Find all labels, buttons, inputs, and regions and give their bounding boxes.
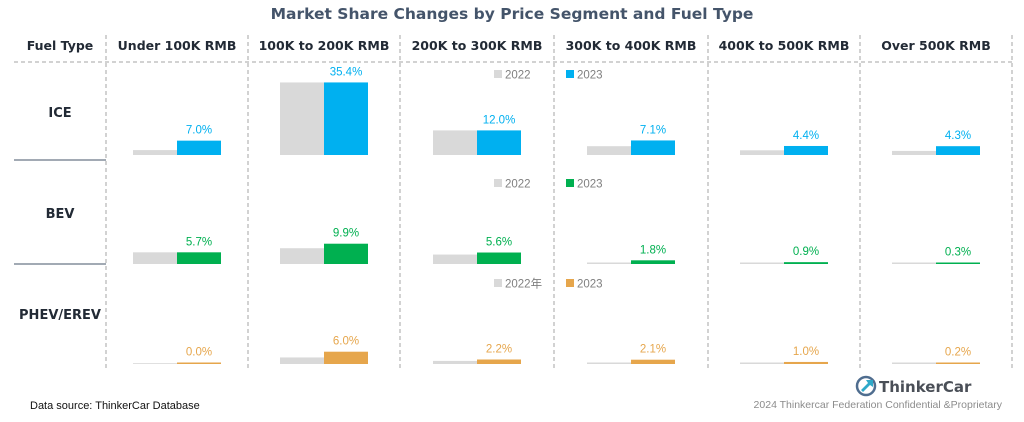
bar-2022 — [740, 262, 784, 264]
legend-label-2023: 2023 — [577, 70, 603, 82]
brand-block: ThinkerCar 2024 Thinkercar Federation Co… — [754, 375, 1003, 411]
bar-2022 — [587, 262, 631, 264]
copyright-note: 2024 Thinkercar Federation Confidential … — [754, 399, 1003, 411]
bar-2022 — [892, 362, 936, 364]
data-label-2023: 0.9% — [793, 246, 819, 258]
thinkercar-logo-icon — [855, 375, 877, 397]
data-label-2023: 12.0% — [483, 114, 516, 126]
column-headers: Fuel Type Under 100K RMB 100K to 200K RMB 2… — [27, 38, 991, 53]
brand-name: ThinkerCar — [879, 378, 972, 396]
bar-2023 — [324, 243, 368, 264]
grid-lines — [14, 35, 1013, 370]
bar-2022 — [587, 146, 631, 155]
bar-2023 — [631, 140, 675, 155]
header-segment: Under 100K RMB — [118, 38, 237, 53]
data-label-2023: 0.2% — [945, 347, 971, 359]
bar-2022 — [280, 82, 324, 155]
bar-2023 — [784, 361, 828, 364]
bar-2022 — [892, 150, 936, 155]
data-label-2023: 7.1% — [640, 124, 666, 136]
legend-label-2022: 2022 — [505, 179, 531, 191]
bar-2023 — [936, 362, 980, 364]
data-label-2023: 1.0% — [793, 346, 819, 358]
bar-2023 — [477, 252, 521, 264]
bar-2022 — [280, 357, 324, 364]
bar-2022 — [433, 360, 477, 364]
data-label-2023: 9.9% — [333, 228, 359, 240]
bar-2022 — [280, 248, 324, 264]
data-label-2023: 1.8% — [640, 244, 666, 256]
legends: 2022 2023 2022 2023 2022年 2023 — [494, 70, 603, 291]
bar-2023 — [631, 260, 675, 264]
row-label: ICE — [48, 106, 71, 121]
data-label-2023: 5.6% — [486, 237, 512, 249]
bar-2022 — [133, 363, 177, 364]
bar-2023 — [177, 362, 221, 364]
bar-2023 — [324, 82, 368, 155]
data-label-2023: 4.4% — [793, 130, 819, 142]
bar-2023 — [324, 351, 368, 364]
bar-2023 — [177, 140, 221, 155]
bar-2023 — [784, 145, 828, 155]
legend-label-2022: 2022年 — [505, 277, 542, 291]
header-segment: 300K to 400K RMB — [566, 38, 697, 53]
legend-label-2022: 2022 — [505, 70, 531, 82]
legend-label-2023: 2023 — [577, 179, 603, 191]
bar-2023 — [936, 146, 980, 155]
bar-2022 — [740, 362, 784, 364]
data-label-2023: 0.0% — [186, 347, 212, 359]
bar-2023 — [177, 252, 221, 264]
bar-2023 — [631, 359, 675, 364]
data-label-2023: 4.3% — [945, 130, 971, 142]
legend-swatch-2022 — [494, 70, 502, 78]
data-label-2023: 6.0% — [333, 336, 359, 348]
bar-2022 — [133, 150, 177, 155]
header-segment: Over 500K RMB — [881, 38, 991, 53]
bars: 7.0% 35.4% 12.0% 7.1% 4.4% 4.3% 5.7% 9.9% 5.6% 1.… — [133, 66, 980, 364]
row-labels: ICE BEV PHEV/EREV — [19, 106, 101, 323]
data-label-2023: 2.2% — [486, 343, 512, 355]
row-label: PHEV/EREV — [19, 308, 101, 323]
bar-2022 — [433, 130, 477, 155]
legend-label-2023: 2023 — [577, 279, 603, 291]
legend-swatch-2023 — [566, 70, 574, 78]
header-segment: 100K to 200K RMB — [259, 38, 390, 53]
bar-2023 — [477, 130, 521, 155]
data-label-2023: 0.3% — [945, 247, 971, 259]
header-segment: 400K to 500K RMB — [719, 38, 850, 53]
data-label-2023: 5.7% — [186, 236, 212, 248]
chart-title: Market Share Changes by Price Segment an… — [271, 5, 754, 23]
row-label: BEV — [46, 207, 75, 222]
data-label-2023: 7.0% — [186, 125, 212, 137]
bar-2022 — [587, 362, 631, 364]
bar-2023 — [936, 262, 980, 264]
data-source-note: Data source: ThinkerCar Database — [30, 400, 200, 412]
bar-2022 — [892, 262, 936, 264]
header-segment: 200K to 300K RMB — [412, 38, 543, 53]
bar-2023 — [477, 359, 521, 364]
data-label-2023: 2.1% — [640, 344, 666, 356]
legend-swatch-2023 — [566, 279, 574, 287]
header-fuel-type: Fuel Type — [27, 38, 94, 53]
legend-swatch-2022 — [494, 279, 502, 287]
bar-2022 — [433, 254, 477, 264]
legend-swatch-2023 — [566, 179, 574, 187]
bar-2022 — [740, 150, 784, 155]
data-label-2023: 35.4% — [330, 66, 363, 78]
bar-2023 — [784, 262, 828, 264]
legend-swatch-2022 — [494, 179, 502, 187]
bar-2022 — [133, 252, 177, 264]
